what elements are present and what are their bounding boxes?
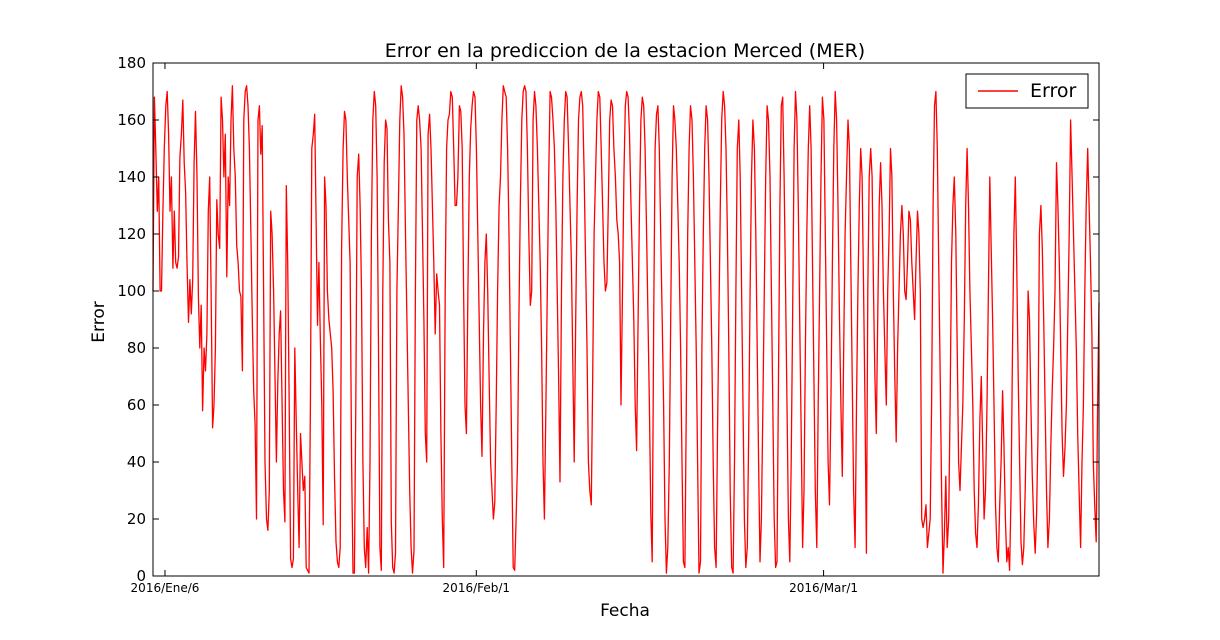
x-axis-label: Fecha [600, 601, 650, 621]
y-tick-label: 80 [127, 339, 146, 357]
x-tick-label: 2016/Mar/1 [789, 581, 858, 595]
y-tick-label: 0 [136, 567, 146, 585]
y-tick-label: 100 [117, 282, 146, 300]
x-tick-label: 2016/Feb/1 [443, 581, 511, 595]
y-tick-label: 40 [127, 453, 146, 471]
y-tick-label: 160 [117, 111, 146, 129]
legend: Error [965, 73, 1089, 109]
y-tick-label: 180 [117, 54, 146, 72]
y-tick-label: 20 [127, 510, 146, 528]
chart-title: Error en la prediccion de la estacion Me… [385, 40, 865, 62]
series-line-error [152, 85, 1100, 574]
y-tick-label: 140 [117, 168, 146, 186]
legend-label-error: Error [1030, 80, 1077, 102]
x-axis: 2016/Ene/6 2016/Feb/1 2016/Mar/1 [131, 63, 858, 595]
y-tick-label: 60 [127, 396, 146, 414]
plot-area [152, 85, 1100, 574]
x-tick-label: 2016/Ene/6 [131, 581, 200, 595]
y-axis: 0 20 40 60 80 100 120 140 160 180 [117, 54, 1099, 585]
y-axis-label: Error [89, 301, 109, 342]
y-tick-label: 120 [117, 225, 146, 243]
plot-frame [152, 62, 1100, 577]
